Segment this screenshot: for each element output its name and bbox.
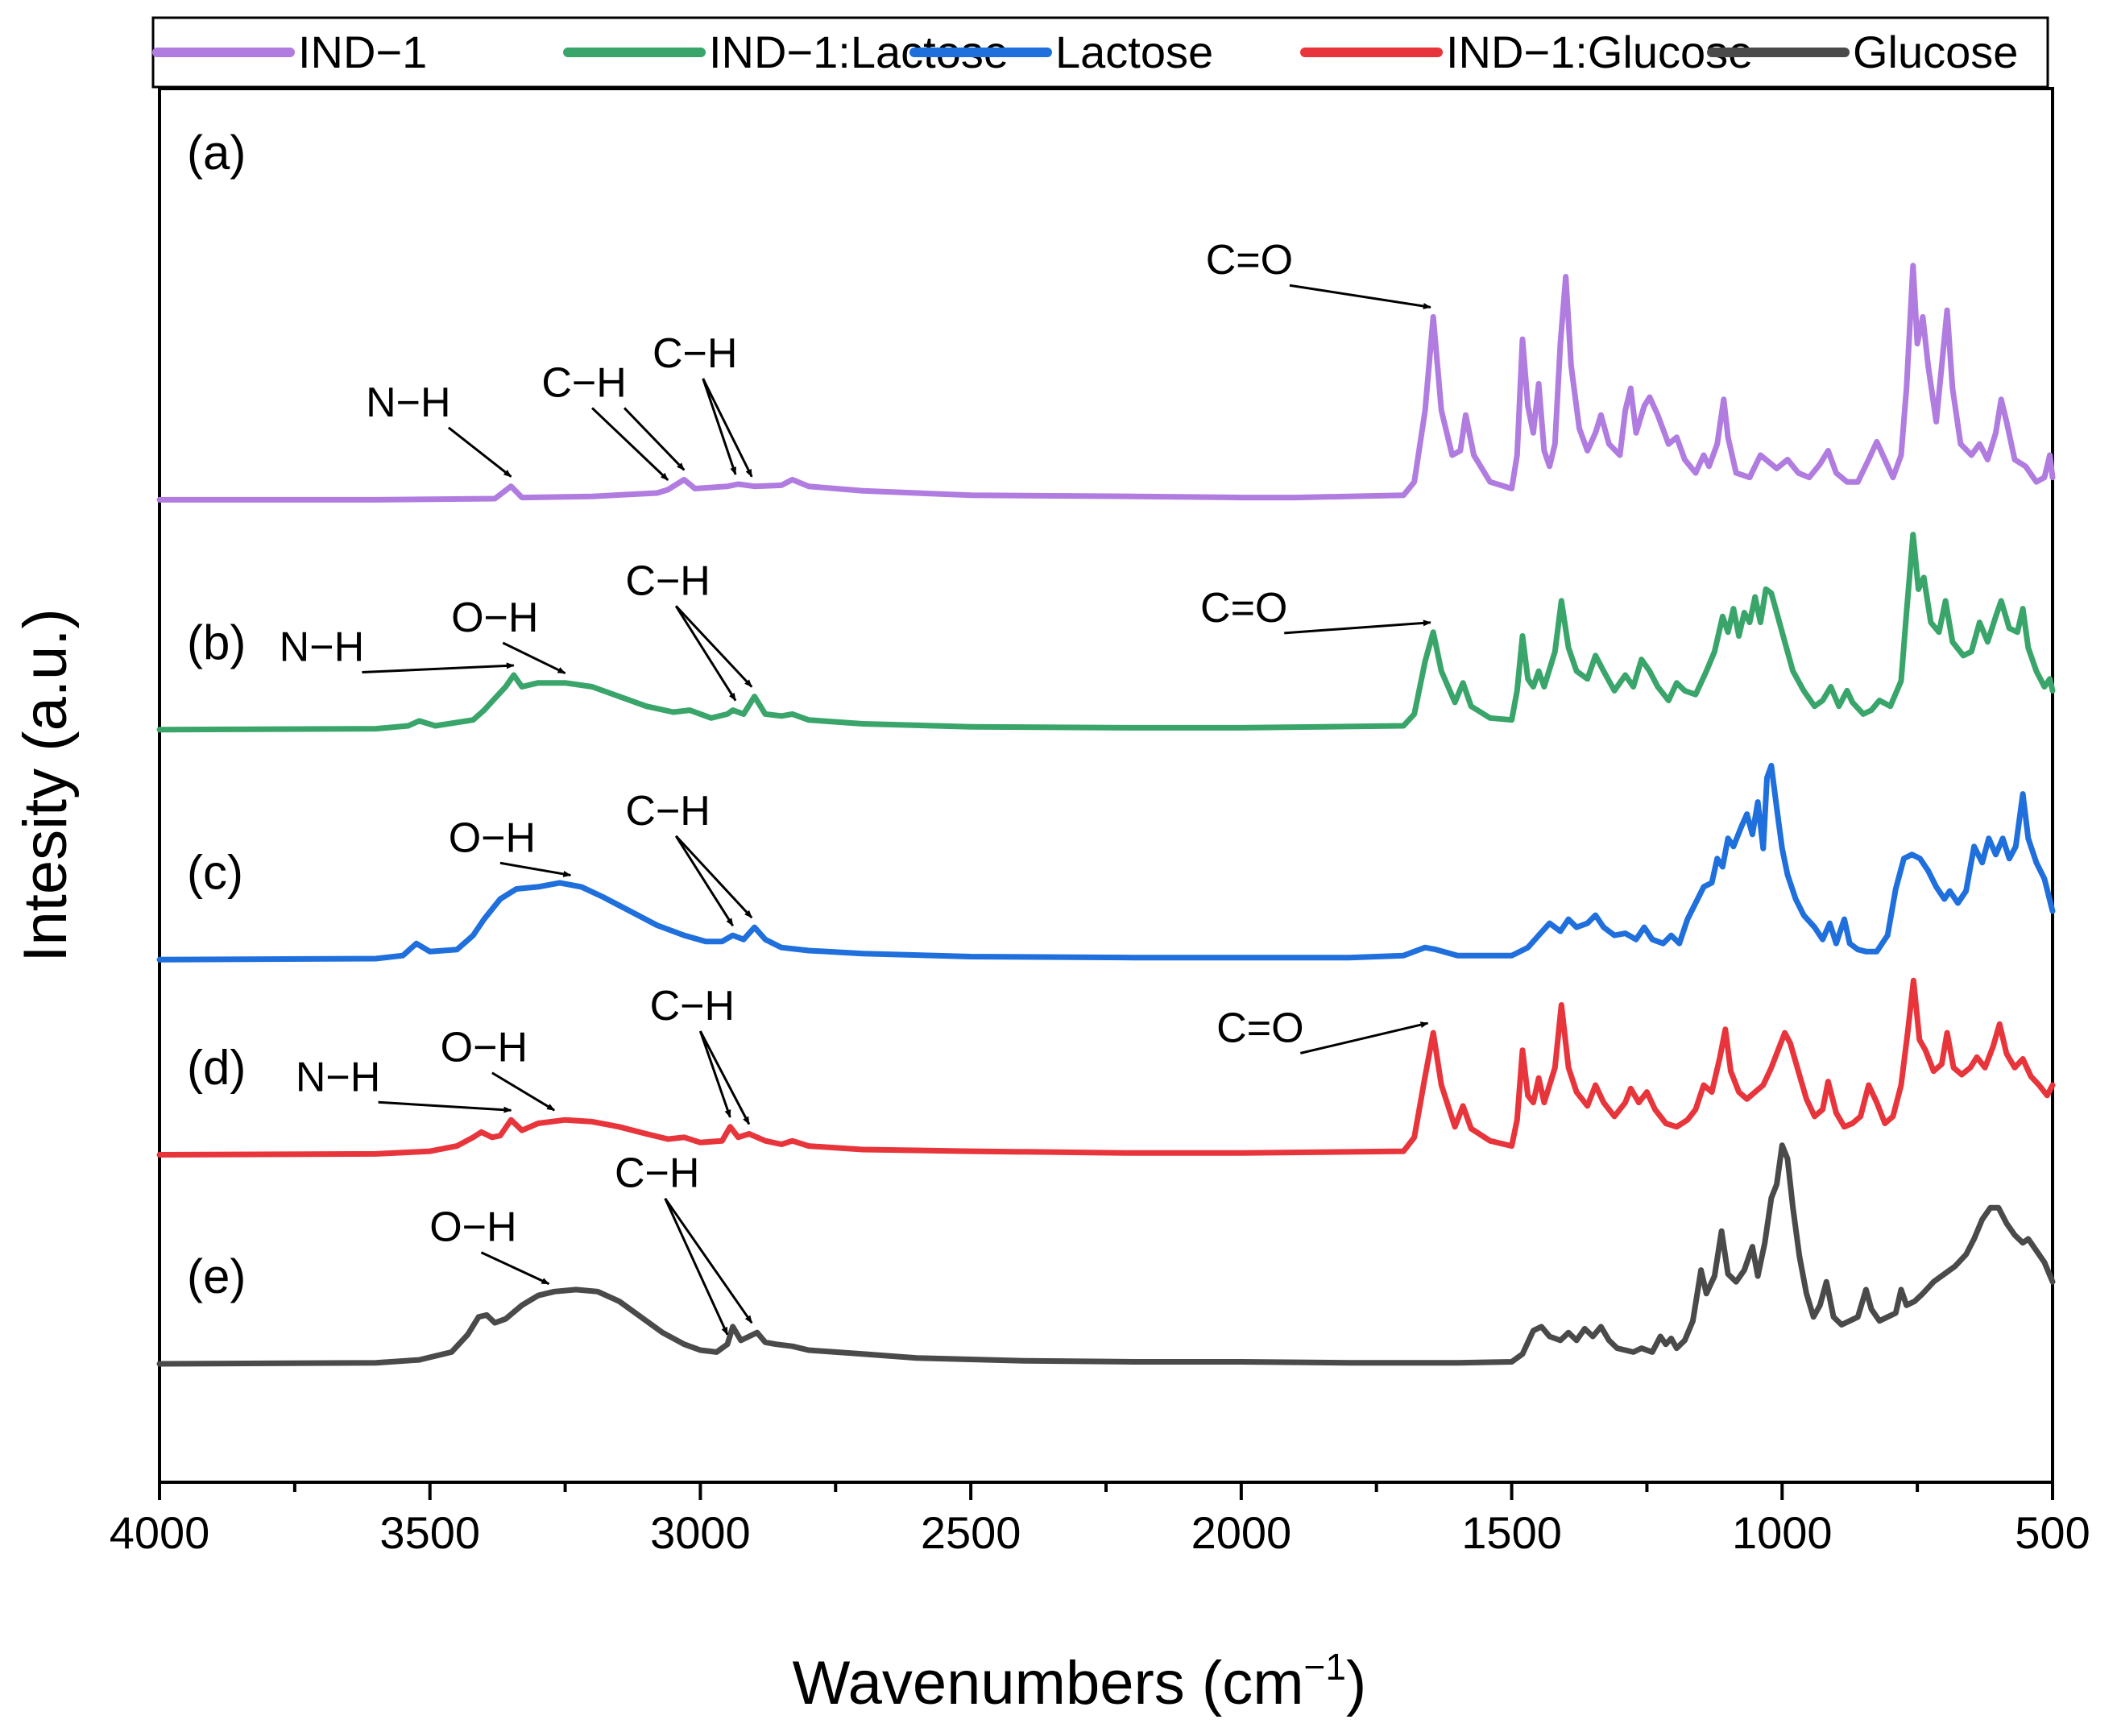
annotations: N−H C−H C−H C=O O−H N−H C−H C=O O−H C−H O−H N−H C−H C… bbox=[280, 237, 1431, 1336]
annotation-arrow bbox=[480, 1251, 550, 1286]
x-tick-label: 1000 bbox=[1732, 1507, 1833, 1558]
annotation-label: C=O bbox=[1206, 237, 1293, 284]
series-line-5 bbox=[156, 1142, 2056, 1367]
annotation-arrow bbox=[664, 1197, 753, 1324]
annotation-arrow bbox=[702, 378, 737, 475]
x-tick-label: 500 bbox=[2015, 1507, 2090, 1558]
legend-label-4: IND−1:Glucose bbox=[1446, 27, 1753, 77]
annotation-label: C=O bbox=[1216, 1005, 1303, 1051]
annotation-label: C−H bbox=[650, 983, 735, 1030]
annotation-label: O−H bbox=[441, 1025, 528, 1071]
x-tick-label: 3000 bbox=[650, 1507, 751, 1558]
annotation-arrow bbox=[664, 1198, 729, 1336]
annotation-label: C−H bbox=[541, 359, 626, 406]
annotation-label: C=O bbox=[1200, 585, 1287, 632]
annotation-label: O−H bbox=[429, 1204, 516, 1251]
x-axis-title-close: ) bbox=[1346, 1649, 1366, 1717]
annotation-label: C−H bbox=[625, 557, 710, 604]
annotation-label: C−H bbox=[652, 330, 737, 377]
x-tick-label: 2000 bbox=[1191, 1507, 1292, 1558]
annotation-arrow bbox=[491, 1071, 555, 1112]
annotation-label: N−H bbox=[366, 379, 450, 426]
x-tick-label: 4000 bbox=[110, 1507, 210, 1558]
annotation-label: O−H bbox=[451, 595, 538, 641]
annotation-arrow bbox=[675, 835, 753, 919]
panel-label-2: (b) bbox=[187, 615, 246, 669]
annotation-arrow bbox=[702, 378, 753, 478]
annotation-arrow bbox=[674, 605, 737, 702]
panel-labels: (a) (b) (c) (d) (e) bbox=[187, 126, 246, 1303]
x-axis-title-main: Wavenumbers (cm bbox=[793, 1649, 1304, 1717]
series-line-1 bbox=[156, 263, 2056, 503]
annotation-arrow bbox=[698, 1030, 731, 1118]
x-axis-title: Wavenumbers (cm−1) bbox=[793, 1646, 1367, 1717]
annotation-arrow bbox=[378, 1100, 512, 1113]
series-line-3 bbox=[156, 762, 2056, 963]
annotation-arrow bbox=[447, 426, 512, 478]
annotation-arrow bbox=[675, 605, 753, 688]
annotation-label: O−H bbox=[449, 814, 536, 861]
legend: IND−1 IND−1:Lactose Lactose IND−1:Glucose Gl… bbox=[151, 16, 2049, 89]
legend-label-1: IND−1 bbox=[298, 27, 427, 77]
annotation-label: C−H bbox=[615, 1150, 699, 1197]
annotation-arrow bbox=[1289, 284, 1431, 309]
annotation-arrow bbox=[1284, 619, 1431, 635]
series-line-4 bbox=[156, 977, 2056, 1158]
annotation-arrow bbox=[591, 407, 669, 481]
annotation-label: N−H bbox=[296, 1054, 380, 1100]
panel-label-5: (e) bbox=[187, 1249, 246, 1303]
annotation-arrow bbox=[674, 835, 734, 926]
annotation-label: C−H bbox=[625, 788, 710, 835]
x-tick-label: 3500 bbox=[379, 1507, 480, 1558]
legend-label-3: Lactose bbox=[1055, 27, 1213, 77]
panel-label-3: (c) bbox=[187, 845, 243, 899]
x-axis-title-sup: −1 bbox=[1304, 1646, 1346, 1688]
panel-label-4: (d) bbox=[187, 1040, 246, 1094]
annotation-arrow bbox=[623, 407, 686, 471]
x-ticks: 4000 3500 3000 2500 2000 1500 1000 500 bbox=[110, 1482, 2090, 1558]
x-tick-label: 1500 bbox=[1461, 1507, 1562, 1558]
annotation-arrow bbox=[699, 1030, 751, 1125]
series-group bbox=[156, 263, 2056, 1367]
annotation-arrow bbox=[362, 662, 515, 674]
annotation-label: N−H bbox=[280, 624, 364, 671]
y-axis-title: Intesity (a.u.) bbox=[11, 608, 80, 962]
annotation-arrow bbox=[1300, 1021, 1429, 1054]
panel-label-1: (a) bbox=[187, 126, 246, 180]
annotation-arrow bbox=[499, 861, 572, 877]
series-line-2 bbox=[156, 532, 2056, 733]
x-tick-label: 2500 bbox=[921, 1507, 1021, 1558]
legend-label-5: Glucose bbox=[1853, 27, 2018, 77]
annotation-arrow bbox=[502, 641, 566, 675]
